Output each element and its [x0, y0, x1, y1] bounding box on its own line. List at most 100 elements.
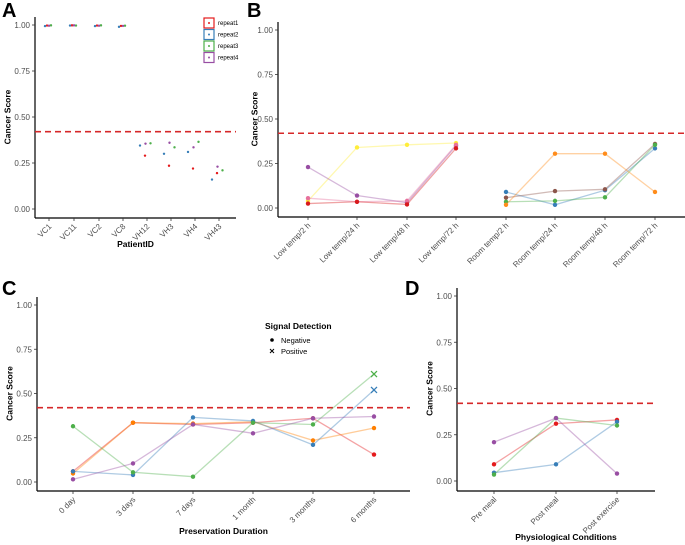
panel-letter: D	[405, 278, 419, 300]
data-point-repeat3	[99, 24, 103, 27]
legend-key	[203, 28, 215, 41]
data-point-low-purple	[305, 164, 311, 170]
data-point-room-orange	[602, 151, 608, 156]
data-point-repeat4	[121, 24, 125, 28]
data-point-repeat3	[197, 140, 200, 144]
data-point-room-orange	[652, 189, 658, 195]
x-tick-label: 3 days	[114, 495, 137, 518]
data-point-room-green	[602, 195, 608, 200]
data-point-repeat4	[168, 141, 171, 144]
data-point-room-green	[652, 142, 658, 148]
legend-label: Negative	[281, 336, 311, 345]
data-point-low-pink	[453, 142, 459, 148]
y-axis-title: Cancer Score	[2, 89, 12, 144]
data-point-purple	[250, 431, 256, 436]
legend-title: Signal Detection	[265, 321, 332, 331]
x-tick-label: 3 months	[288, 495, 318, 525]
y-tick-label: 0.75	[16, 345, 32, 354]
y-tick-label: 1.00	[436, 292, 452, 301]
series-line-purple	[72, 415, 375, 480]
data-point-repeat1	[45, 24, 49, 27]
series-line-room-blue	[505, 147, 656, 206]
data-point-room-blue	[552, 202, 558, 207]
legend-label: repeat1	[218, 21, 239, 27]
data-point-orange	[371, 425, 377, 431]
data-point-purple	[310, 416, 316, 421]
data-point-repeat3	[221, 169, 224, 172]
legend-label: repeat3	[218, 44, 239, 50]
data-point-green	[250, 420, 256, 425]
legend-key-dot	[208, 45, 210, 47]
data-point-low-red	[404, 202, 410, 207]
data-point-purple	[553, 415, 559, 421]
data-point-repeat2	[210, 178, 214, 181]
x-axis-title: Preservation Duration	[179, 526, 268, 536]
data-point-low-purple	[354, 193, 360, 198]
series-line-room-orange	[505, 153, 656, 206]
legend-key	[203, 51, 215, 64]
panel-letter: C	[2, 278, 16, 300]
data-point-room-blue	[503, 189, 509, 195]
data-point-room-blue	[652, 146, 658, 151]
data-point-orange	[130, 420, 136, 425]
data-point-repeat3	[149, 142, 152, 145]
data-point-green	[70, 424, 76, 429]
data-point-repeat1	[191, 167, 195, 170]
data-point-repeat1	[167, 164, 171, 167]
y-tick-label: 0.50	[16, 390, 32, 399]
y-tick-label: 0.50	[14, 113, 30, 122]
y-tick-label: 1.00	[257, 26, 273, 35]
data-point-room-green	[552, 198, 558, 204]
data-point-blue	[310, 442, 316, 448]
data-point-low-pink	[404, 198, 410, 204]
panel-c: C 0.00 0.25 0.50 0.75 1.00 Cancer Score 0 day 3 …	[2, 278, 410, 536]
data-point-repeat2	[138, 144, 142, 147]
data-point-room-orange	[552, 151, 558, 156]
panel-b: B 0.00 0.25 0.50 0.75 1.00 Cancer Score Low tem…	[247, 0, 685, 269]
data-point-repeat3	[123, 24, 127, 27]
x-tick-label: VH4	[182, 222, 200, 240]
data-point-green	[190, 474, 196, 479]
x-tick-label: VC8	[110, 222, 128, 240]
data-point-low-red	[453, 146, 459, 151]
data-point-positive-green	[370, 370, 378, 378]
data-point-blue	[190, 415, 196, 420]
y-axis-title: Cancer Score	[4, 366, 14, 421]
y-tick-label: 0.25	[14, 159, 30, 168]
y-tick-label: 0.75	[14, 67, 30, 76]
legend-key-dot	[208, 56, 210, 59]
data-point-purple	[491, 439, 497, 445]
x-tick-label: VH3	[158, 222, 176, 240]
data-point-repeat4	[192, 146, 195, 149]
data-point-low-red	[305, 201, 311, 206]
data-point-room-green	[503, 199, 509, 204]
data-point-repeat3	[49, 24, 53, 27]
data-point-repeat2	[162, 152, 166, 155]
x-tick-label: Room temp/72 h	[611, 221, 659, 269]
panel-d: D 0.00 0.25 0.50 0.75 1.00 Cancer Score Pre mea…	[405, 278, 655, 542]
legend-key-dot	[208, 22, 210, 24]
x-tick-label: Low temp/48 h	[368, 221, 411, 264]
y-axis-title: Cancer Score	[424, 361, 434, 416]
data-point-repeat4	[97, 24, 101, 27]
x-tick-label: 1 month	[231, 495, 258, 522]
data-point-green	[130, 470, 136, 475]
legend-key-dot	[208, 33, 210, 36]
x-tick-label: VC11	[58, 222, 78, 242]
y-tick-label: 0.00	[14, 205, 30, 214]
data-point-repeat2	[68, 24, 72, 27]
series-line-blue	[72, 389, 375, 476]
data-point-repeat4	[216, 165, 219, 168]
data-point-red	[371, 452, 377, 457]
series-line-low-pink	[307, 144, 457, 203]
data-point-green	[310, 422, 316, 427]
y-tick-label: 0.75	[257, 71, 273, 80]
y-tick-label: 1.00	[14, 21, 30, 30]
data-point-repeat2	[93, 24, 97, 28]
y-tick-label: 0.25	[436, 431, 452, 440]
x-tick-label: VH43	[203, 222, 224, 243]
legend-key	[203, 40, 215, 52]
data-point-repeat1	[215, 171, 219, 175]
data-point-blue	[553, 462, 559, 467]
